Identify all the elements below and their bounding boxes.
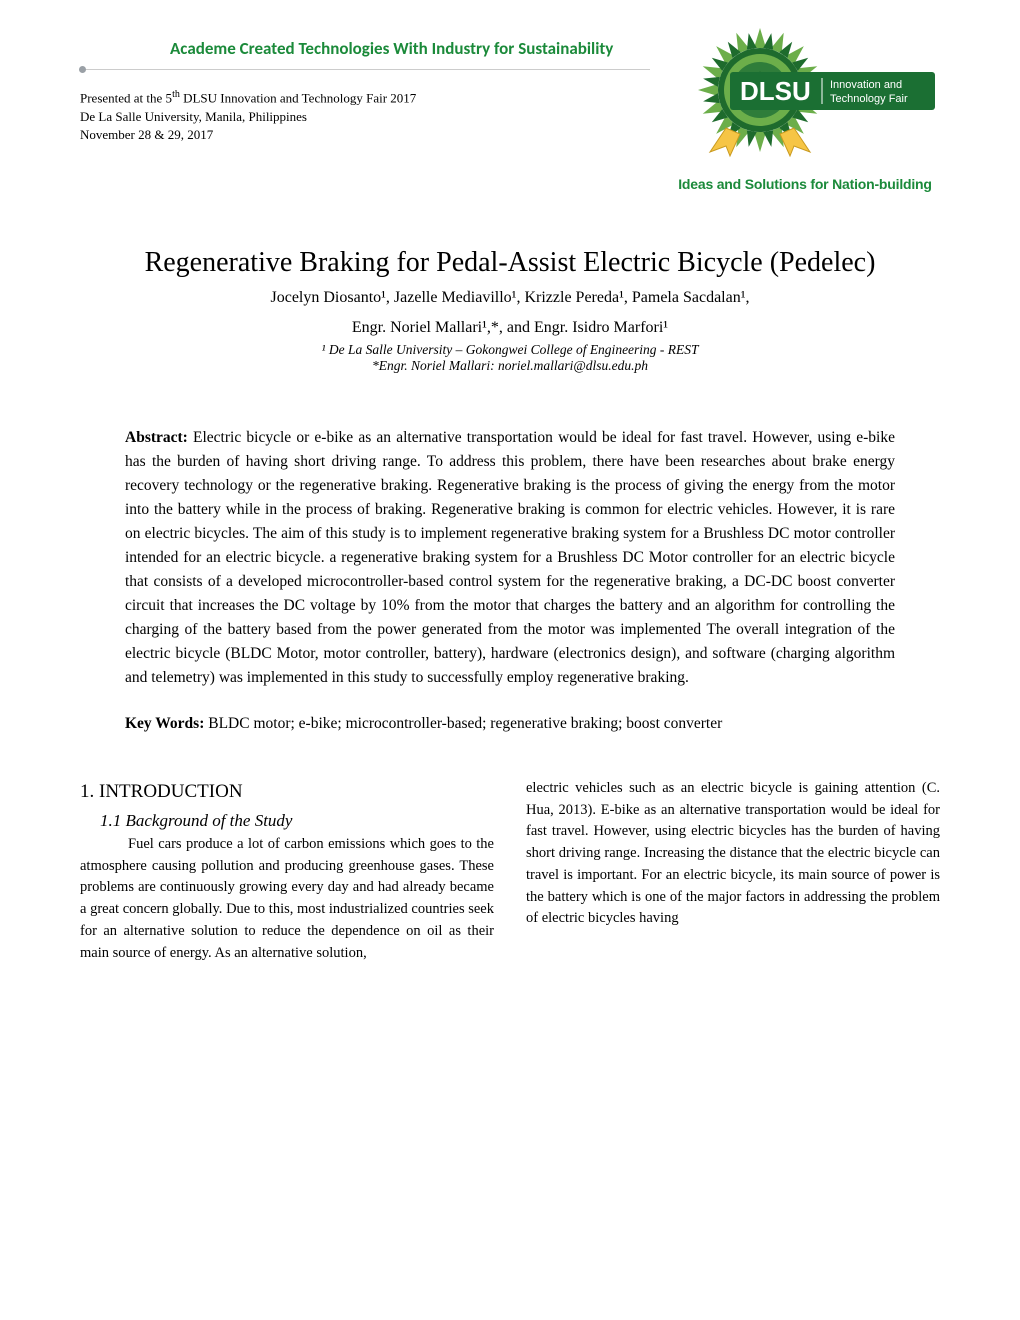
abstract-text: Electric bicycle or e-bike as an alterna… — [125, 429, 895, 686]
section-title: INTRODUCTION — [94, 781, 242, 802]
affiliation: ¹ De La Salle University – Gokongwei Col… — [80, 342, 940, 358]
presented-line1-post: DLSU Innovation and Technology Fair 2017 — [180, 90, 416, 105]
logo-block: DLSU Innovation and Technology Fair Idea… — [670, 20, 940, 192]
presented-line1-pre: Presented at the 5 — [80, 90, 172, 105]
authors-line1: Jocelyn Diosanto¹, Jazelle Mediavillo¹, … — [80, 287, 940, 309]
abstract-label: Abstract: — [125, 429, 188, 446]
body-col2-para: electric vehicles such as an electric bi… — [526, 780, 940, 927]
logo-tagline: Ideas and Solutions for Nation-building — [670, 176, 940, 192]
svg-text:Innovation and: Innovation and — [830, 79, 902, 91]
paper-title: Regenerative Braking for Pedal-Assist El… — [80, 247, 940, 279]
logo-brand-text: DLSU — [740, 76, 811, 106]
authors-line2: Engr. Noriel Mallari¹,*, and Engr. Isidr… — [80, 317, 940, 339]
keywords-block: Key Words: BLDC motor; e-bike; microcont… — [125, 712, 895, 736]
body-two-column: 1. INTRODUCTION 1.1 Background of the St… — [80, 778, 940, 965]
section-heading: 1. INTRODUCTION — [80, 778, 494, 807]
svg-text:Technology Fair: Technology Fair — [830, 93, 908, 105]
conference-title: Academe Created Technologies With Indust… — [80, 30, 650, 59]
abstract-block: Abstract: Electric bicycle or e-bike as … — [125, 426, 895, 690]
keywords-label: Key Words: — [125, 715, 204, 732]
presented-line2: De La Salle University, Manila, Philippi… — [80, 109, 307, 124]
dlsu-seal-icon: DLSU Innovation and Technology Fair — [670, 20, 940, 170]
header-row: Academe Created Technologies With Indust… — [80, 30, 940, 192]
body-col1-para: Fuel cars produce a lot of carbon emissi… — [80, 834, 494, 965]
presented-block: Presented at the 5th DLSU Innovation and… — [80, 88, 650, 144]
subsection-heading: 1.1 Background of the Study — [100, 808, 494, 834]
section-number: 1. — [80, 781, 94, 802]
presented-line1-sup: th — [172, 89, 180, 100]
presented-line3: November 28 & 29, 2017 — [80, 127, 213, 142]
corresponding-contact: *Engr. Noriel Mallari: noriel.mallari@dl… — [80, 358, 940, 374]
header-left: Academe Created Technologies With Indust… — [80, 30, 650, 144]
keywords-text: BLDC motor; e-bike; microcontroller-base… — [204, 715, 722, 732]
header-divider — [80, 69, 650, 70]
